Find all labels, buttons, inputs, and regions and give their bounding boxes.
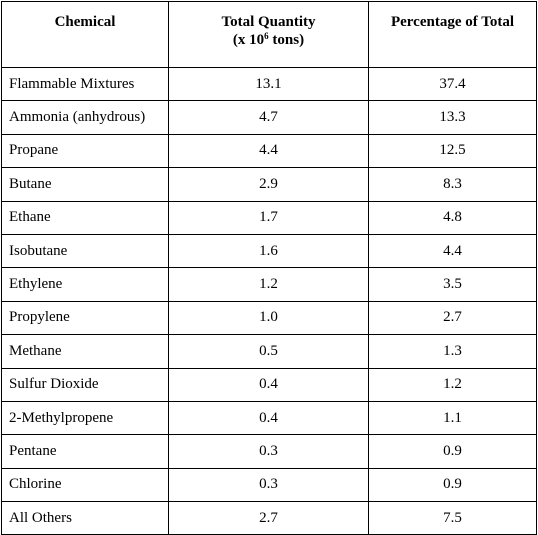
quantity-cell: 1.6	[168, 233, 369, 269]
quantity-cell: 1.7	[168, 200, 369, 235]
chemical-cell: Ethane	[1, 200, 169, 235]
table-header: Chemical Total Quantity (x 106 tons) Perc…	[1, 1, 537, 68]
quantity-cell: 1.2	[168, 267, 369, 302]
table-row: Flammable Mixtures 13.1 37.4	[1, 66, 537, 102]
table-body: Flammable Mixtures 13.1 37.4 Ammonia (anhyd…	[1, 66, 537, 535]
chemical-cell: Ethylene	[1, 267, 169, 302]
header-cell: Chemical	[1, 1, 169, 68]
table-row: Propane 4.4 12.5	[1, 133, 537, 169]
chemical-cell: Propylene	[1, 300, 169, 336]
header-cell: Percentage of Total	[368, 1, 537, 68]
table-row: Pentane 0.3 0.9	[1, 434, 537, 469]
table-row: 2-Methylpropene 0.4 1.1	[1, 400, 537, 436]
table-row: All Others 2.7 7.5	[1, 501, 537, 535]
table-row: Sulfur Dioxide 0.4 1.2	[1, 367, 537, 402]
chemical-cell: Butane	[1, 167, 169, 202]
percentage-cell: 8.3	[368, 167, 537, 202]
header-text: (x 10	[232, 32, 265, 48]
chemical-cell: 2-Methylpropene	[1, 400, 169, 436]
table-row: Isobutane 1.6 4.4	[1, 233, 537, 269]
quantity-cell: 4.7	[168, 100, 369, 135]
percentage-cell: 1.2	[368, 367, 537, 402]
quantity-cell: 2.9	[168, 167, 369, 202]
table-row: Propylene 1.0 2.7	[1, 300, 537, 336]
percentage-cell: 1.1	[368, 400, 537, 436]
percentage-cell: 2.7	[368, 300, 537, 336]
table-row: Ammonia (anhydrous) 4.7 13.3	[1, 100, 537, 135]
header-row: Chemical Total Quantity (x 106 tons) Perc…	[1, 1, 537, 68]
table-row: Methane 0.5 1.3	[1, 334, 537, 369]
chemical-cell: Chlorine	[1, 467, 169, 503]
table-row: Butane 2.9 8.3	[1, 167, 537, 202]
percentage-cell: 12.5	[368, 133, 537, 169]
quantity-cell: 1.0	[168, 300, 369, 336]
header-text: tons)	[268, 32, 305, 48]
quantity-cell: 0.4	[168, 400, 369, 436]
header-text: Percentage of Total	[390, 14, 515, 30]
percentage-cell: 1.3	[368, 334, 537, 369]
quantity-cell: 0.4	[168, 367, 369, 402]
percentage-cell: 4.8	[368, 200, 537, 235]
quantity-cell: 0.3	[168, 467, 369, 503]
quantity-cell: 0.3	[168, 434, 369, 469]
chemical-cell: Propane	[1, 133, 169, 169]
percentage-cell: 37.4	[368, 66, 537, 102]
percentage-cell: 0.9	[368, 434, 537, 469]
header-text: Chemical	[54, 14, 116, 30]
chemical-cell: Pentane	[1, 434, 169, 469]
quantity-cell: 0.5	[168, 334, 369, 369]
table-row: Ethane 1.7 4.8	[1, 200, 537, 235]
percentage-cell: 3.5	[368, 267, 537, 302]
percentage-cell: 0.9	[368, 467, 537, 503]
quantity-cell: 4.4	[168, 133, 369, 169]
quantity-cell: 2.7	[168, 501, 369, 535]
percentage-cell: 7.5	[368, 501, 537, 535]
chemical-cell: Isobutane	[1, 233, 169, 269]
header-cell: Total Quantity (x 106 tons)	[168, 1, 369, 68]
chemical-cell: All Others	[1, 501, 169, 535]
chemical-cell: Ammonia (anhydrous)	[1, 100, 169, 135]
chemical-cell: Sulfur Dioxide	[1, 367, 169, 402]
table-row: Chlorine 0.3 0.9	[1, 467, 537, 503]
chemical-cell: Methane	[1, 334, 169, 369]
table-row: Ethylene 1.2 3.5	[1, 267, 537, 302]
header-text: Total Quantity	[221, 14, 316, 30]
chemical-cell: Flammable Mixtures	[1, 66, 169, 102]
superscript: 6	[264, 31, 269, 41]
percentage-cell: 13.3	[368, 100, 537, 135]
percentage-cell: 4.4	[368, 233, 537, 269]
quantity-cell: 13.1	[168, 66, 369, 102]
